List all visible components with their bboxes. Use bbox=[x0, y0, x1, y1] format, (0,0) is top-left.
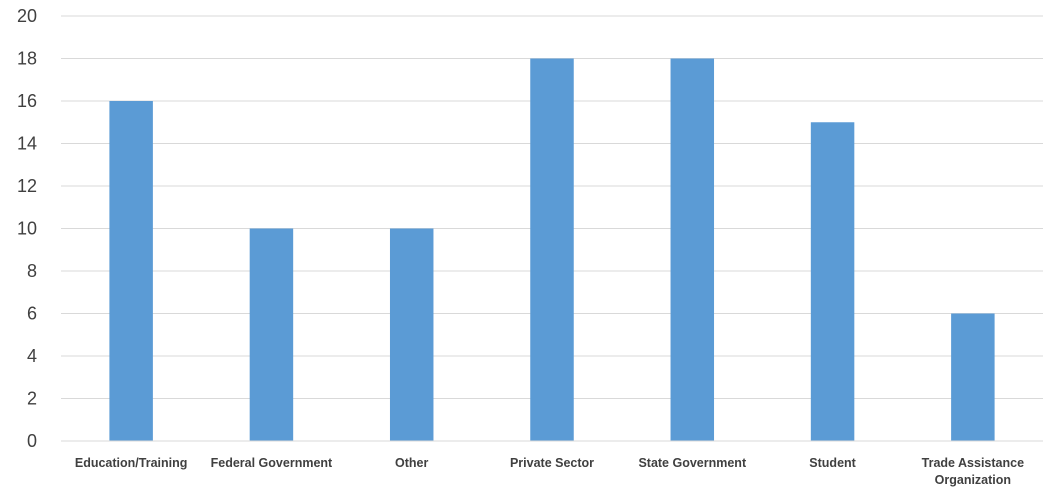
y-tick-label: 18 bbox=[17, 49, 37, 69]
bar bbox=[951, 313, 995, 441]
x-category-label-line: Organization bbox=[935, 473, 1011, 487]
x-category-label: Student bbox=[809, 456, 856, 470]
x-category-label-line: Trade Assistance bbox=[922, 456, 1024, 470]
x-category-label-line: Other bbox=[395, 456, 428, 470]
y-tick-label: 0 bbox=[27, 431, 37, 451]
x-category-label: Education/Training bbox=[75, 456, 188, 470]
bar bbox=[389, 228, 434, 441]
bar bbox=[670, 58, 715, 441]
bar bbox=[109, 101, 153, 441]
y-tick-label: 4 bbox=[27, 346, 37, 366]
x-category-label-line: State Government bbox=[638, 456, 747, 470]
x-category-label-line: Student bbox=[809, 456, 856, 470]
x-category-label-line: Federal Government bbox=[211, 456, 333, 470]
y-tick-label: 6 bbox=[27, 304, 37, 324]
y-tick-label: 12 bbox=[17, 176, 37, 196]
y-tick-label: 2 bbox=[27, 389, 37, 409]
x-category-label: Federal Government bbox=[211, 456, 333, 470]
y-tick-label: 10 bbox=[17, 219, 37, 239]
x-category-label: Private Sector bbox=[510, 456, 594, 470]
y-tick-label: 8 bbox=[27, 261, 37, 281]
x-category-label: Other bbox=[395, 456, 428, 470]
bar bbox=[530, 58, 574, 441]
x-category-label: Trade Assistance Organization bbox=[922, 456, 1024, 487]
bar bbox=[249, 228, 294, 441]
x-axis-category-labels: Education/Training Federal Government Othe… bbox=[75, 456, 1024, 487]
x-category-label-line: Education/Training bbox=[75, 456, 188, 470]
y-tick-label: 14 bbox=[17, 134, 37, 154]
y-axis-tick-labels: 0 2 4 6 8 10 12 14 16 18 20 bbox=[17, 6, 37, 451]
x-category-label-line: Private Sector bbox=[510, 456, 594, 470]
y-tick-label: 20 bbox=[17, 6, 37, 26]
y-tick-label: 16 bbox=[17, 91, 37, 111]
x-category-label: State Government bbox=[638, 456, 747, 470]
bar bbox=[810, 122, 855, 441]
bars bbox=[109, 58, 995, 441]
